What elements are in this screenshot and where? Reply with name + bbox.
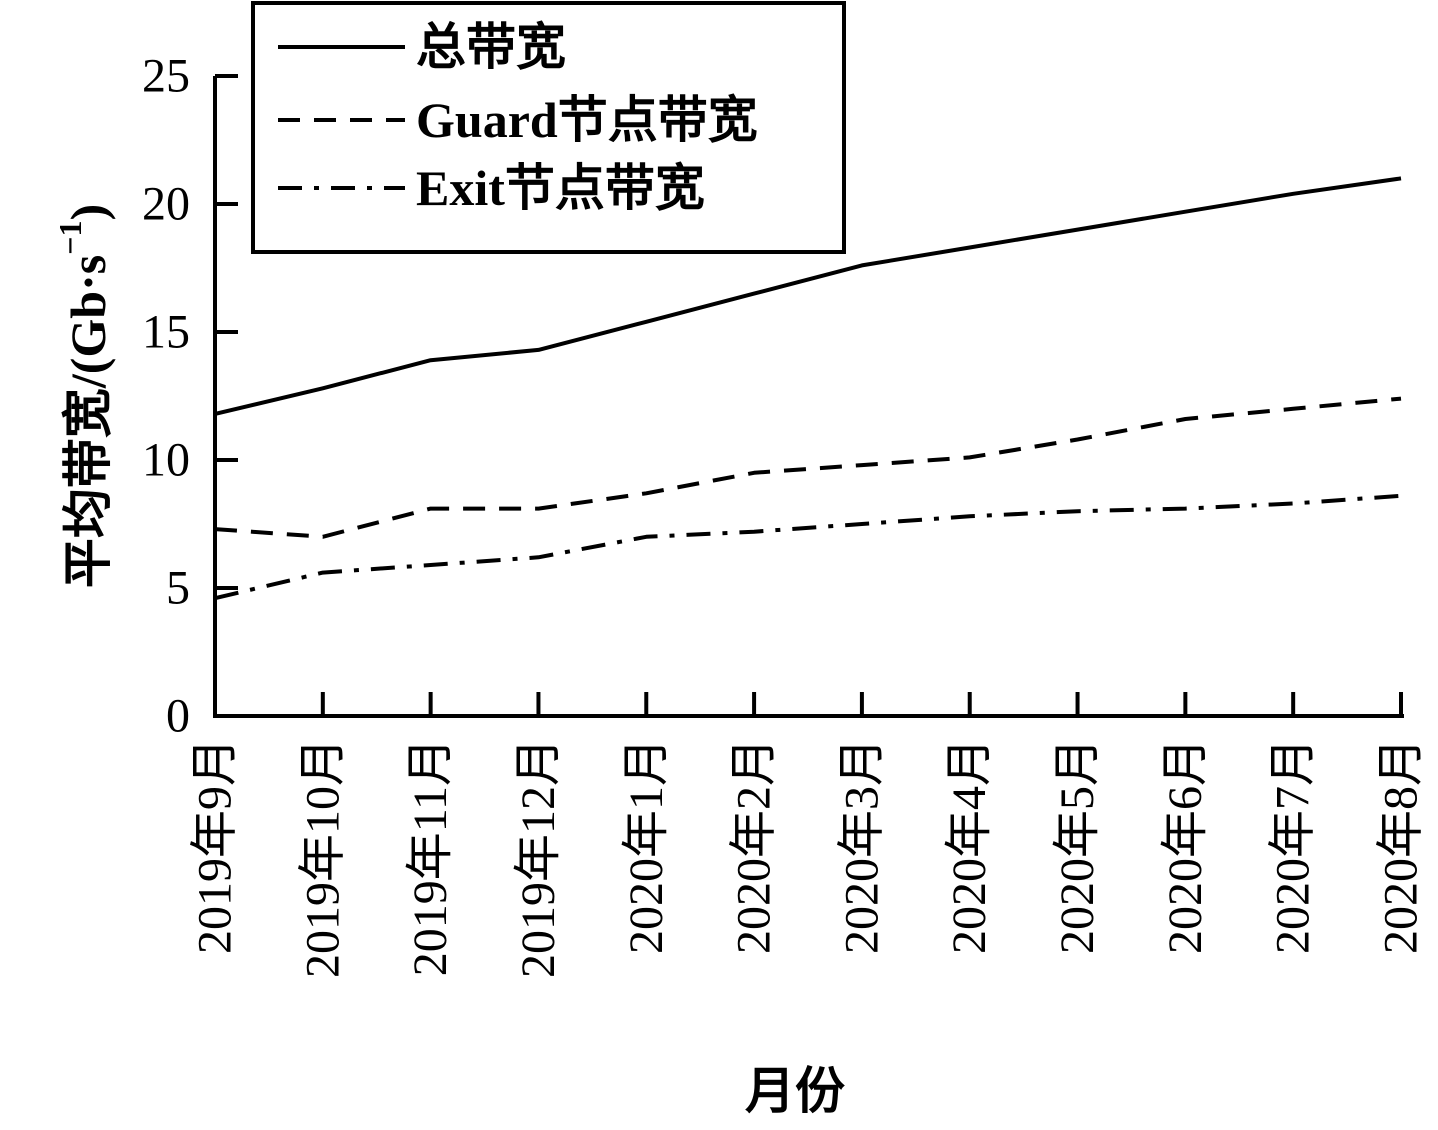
series-line-2 xyxy=(214,493,1402,601)
y-tick-label: 10 xyxy=(142,434,190,487)
x-tick-label: 2020年4月 xyxy=(943,738,996,954)
x-tick-label: 2020年7月 xyxy=(1267,738,1320,954)
x-tick-label: 2020年8月 xyxy=(1375,738,1428,954)
x-axis-label: 月份 xyxy=(745,1063,845,1119)
legend-box xyxy=(251,1,846,254)
x-tick-label: 2020年3月 xyxy=(835,738,888,954)
y-ticks: 0 5 10 15 20 25 xyxy=(142,50,238,743)
series-line-1 xyxy=(214,396,1402,539)
x-tick-label: 2019年11月 xyxy=(404,738,457,976)
legend-items: 总带宽 Guard节点带宽 Exit节点带宽 xyxy=(278,19,758,216)
y-tick-label: 25 xyxy=(142,50,190,103)
x-tick-label: 2019年10月 xyxy=(296,738,349,978)
x-tick-label: 2019年12月 xyxy=(512,738,565,978)
x-tick-label: 2020年2月 xyxy=(728,738,781,954)
y-tick-label: 20 xyxy=(142,178,190,231)
series-layer xyxy=(214,176,1402,601)
legend-label-2: Exit节点带宽 xyxy=(416,160,705,216)
x-tick-label: 2020年6月 xyxy=(1159,738,1212,954)
series-line-0 xyxy=(214,176,1402,416)
axes-layer xyxy=(213,76,1404,718)
legend-label-1: Guard节点带宽 xyxy=(416,92,758,148)
legend: 总带宽 Guard节点带宽 Exit节点带宽 xyxy=(251,1,846,254)
y-tick-label: 5 xyxy=(166,562,190,615)
x-tick-label: 2020年1月 xyxy=(620,738,673,954)
legend-label-0: 总带宽 xyxy=(416,19,566,75)
x-tick-label: 2019年9月 xyxy=(189,738,242,954)
y-tick-label: 15 xyxy=(142,306,190,359)
x-tick-label: 2020年5月 xyxy=(1051,738,1104,954)
y-axis-label-unit-exponent: −1 xyxy=(52,221,88,255)
y-tick-label: 0 xyxy=(166,690,190,743)
y-axis-label: 平均带宽/(Gb·s−1) xyxy=(52,204,116,588)
x-ticks: 2019年9月 2019年10月 2019年11月 2019年12月 2020年1月 20… xyxy=(189,692,1428,978)
